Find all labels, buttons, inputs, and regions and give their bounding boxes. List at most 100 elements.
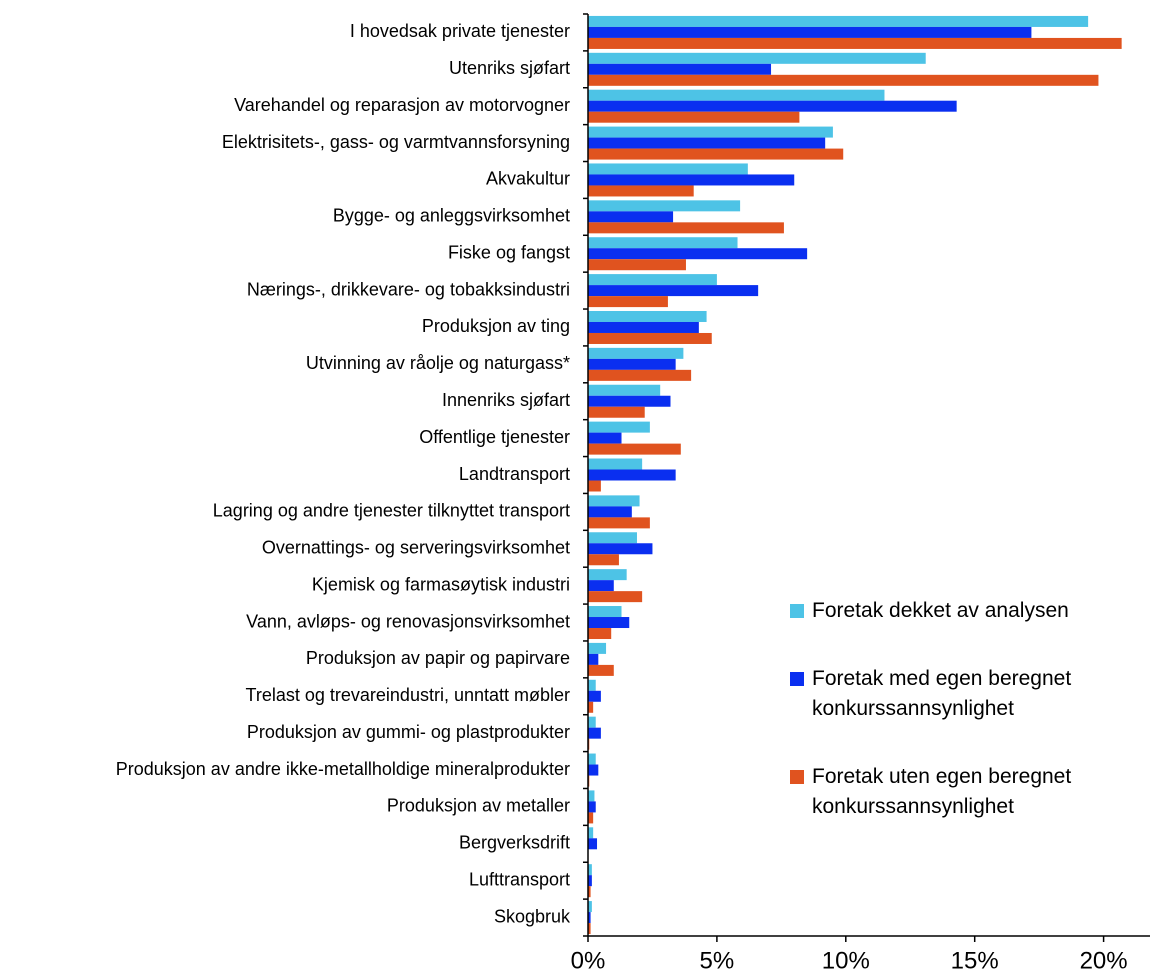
bar [588, 923, 591, 935]
category-label: Skogbruk [494, 906, 571, 926]
category-label: Fiske og fangst [448, 242, 570, 262]
bar [588, 701, 594, 713]
category-label: Produksjon av metaller [387, 796, 570, 816]
legend: Foretak dekket av analysen Foretak med eg… [790, 596, 1140, 860]
bar [588, 901, 592, 913]
x-tick-label: 5% [700, 947, 735, 974]
category-label: Innenriks sjøfart [442, 390, 570, 410]
bar [588, 111, 800, 123]
bar [588, 37, 1122, 49]
bar [588, 554, 619, 566]
bar [588, 912, 591, 924]
legend-item: Foretak uten egen beregnet konkurssannsy… [790, 762, 1140, 822]
legend-swatch [790, 672, 804, 686]
x-tick-label: 0% [571, 947, 606, 974]
legend-label: Foretak med egen beregnet konkurssannsyn… [812, 667, 1072, 720]
bar [588, 495, 640, 507]
bar [588, 653, 599, 665]
bar [588, 222, 784, 234]
bar [588, 864, 592, 876]
category-label: Landtransport [459, 464, 570, 484]
bar [588, 332, 712, 344]
bar [588, 163, 748, 175]
bar [588, 458, 643, 470]
category-label: Produksjon av gummi- og plastprodukter [247, 722, 570, 742]
legend-item: Foretak dekket av analysen [790, 596, 1140, 626]
bar [588, 137, 826, 149]
x-tick-label: 15% [951, 947, 999, 974]
category-label: Offentlige tjenester [419, 427, 570, 447]
bar [588, 517, 650, 529]
category-label: Produksjon av ting [422, 316, 570, 336]
bar [588, 642, 607, 654]
bar [588, 369, 692, 381]
legend-swatch [790, 604, 804, 618]
bar [588, 100, 957, 112]
bar [588, 384, 661, 396]
bar [588, 679, 596, 691]
category-label: Overnattings- og serveringsvirksomhet [262, 538, 570, 558]
bar [588, 443, 681, 455]
category-label: Produksjon av papir og papirvare [306, 648, 570, 668]
bar [588, 310, 707, 322]
category-label: Lufttransport [469, 869, 570, 889]
bar [588, 580, 614, 592]
bar [588, 148, 844, 160]
bar [588, 753, 596, 765]
bar [588, 812, 594, 824]
bar [588, 26, 1032, 38]
bar [588, 347, 684, 359]
category-label: Utenriks sjøfart [449, 58, 570, 78]
category-label: Nærings-, drikkevare- og tobakksindustri [247, 279, 570, 299]
bar [588, 801, 596, 813]
bar [588, 15, 1089, 27]
bar [588, 506, 632, 518]
category-label: Bygge- og anleggsvirksomhet [333, 206, 570, 226]
category-label: Utvinning av råolje og naturgass* [306, 353, 570, 373]
category-label: Varehandel og reparasjon av motorvogner [234, 95, 570, 115]
bar [588, 406, 645, 418]
category-label: Bergverksdrift [459, 833, 570, 853]
category-label: Trelast og trevareindustri, unntatt møbl… [246, 685, 570, 705]
category-label: I hovedsak private tjenester [350, 21, 570, 41]
bar [588, 74, 1099, 86]
bar [588, 274, 717, 286]
bar [588, 358, 676, 370]
bar [588, 716, 596, 728]
bar [588, 727, 601, 739]
bar [588, 469, 676, 481]
legend-swatch [790, 770, 804, 784]
bar [588, 764, 599, 776]
bar [588, 432, 622, 444]
legend-label: Foretak dekket av analysen [812, 599, 1069, 622]
bar [588, 606, 622, 618]
bar [588, 838, 598, 850]
bar [588, 591, 643, 603]
bar [588, 200, 741, 212]
category-label: Vann, avløps- og renovasjonsvirksomhet [246, 611, 570, 631]
bar [588, 296, 668, 308]
bar [588, 174, 795, 186]
bar [588, 532, 637, 544]
category-label: Akvakultur [486, 169, 570, 189]
bar [588, 237, 738, 249]
bar [588, 480, 601, 492]
bar [588, 569, 627, 581]
bar [588, 89, 885, 101]
bar [588, 248, 808, 260]
bar [588, 52, 926, 64]
bar [588, 827, 594, 839]
bar [588, 63, 772, 75]
x-tick-label: 20% [1080, 947, 1128, 974]
bar [588, 285, 759, 297]
category-label: Elektrisitets-, gass- og varmtvannsforsy… [222, 132, 570, 152]
category-label: Lagring og andre tjenester tilknyttet tr… [213, 501, 570, 521]
bar [588, 628, 612, 640]
bar [588, 421, 650, 433]
category-label: Produksjon av andre ikke-metallholdige m… [116, 759, 570, 779]
x-tick-label: 10% [822, 947, 870, 974]
bar [588, 185, 694, 197]
bar [588, 790, 595, 802]
